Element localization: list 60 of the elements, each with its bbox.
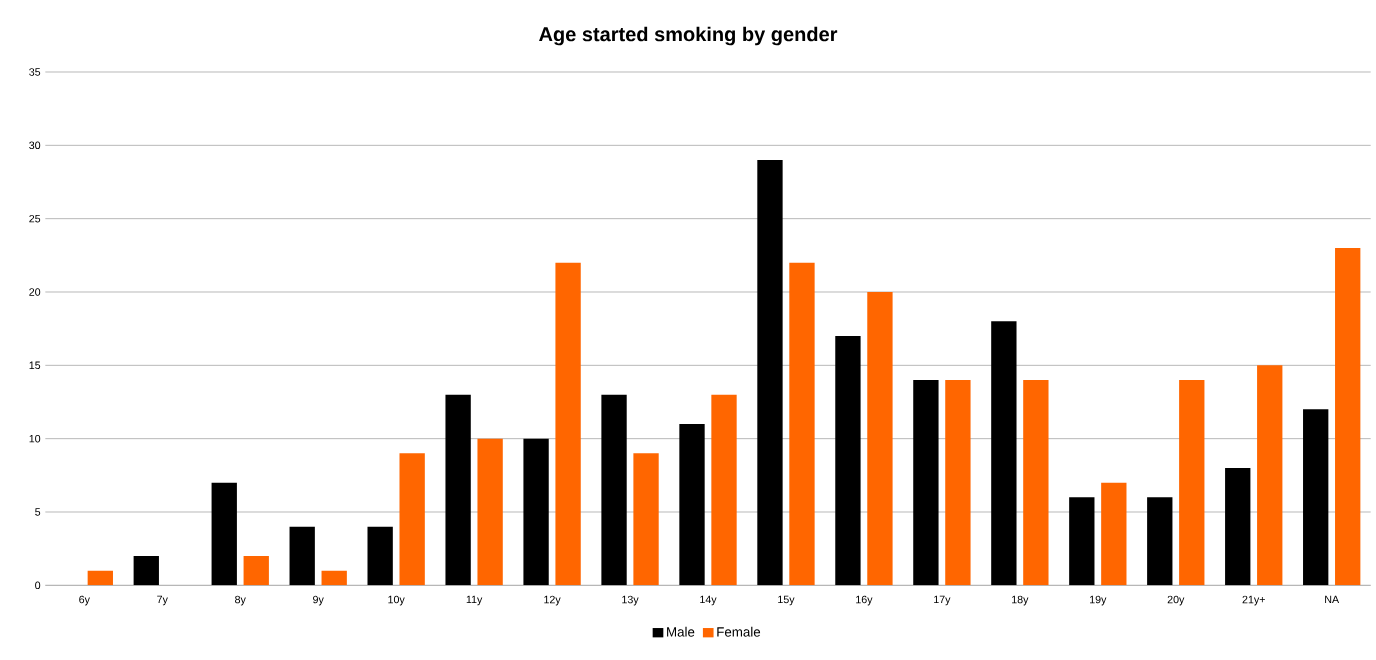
y-tick-label: 30 xyxy=(29,141,41,150)
bar xyxy=(367,526,393,586)
bar xyxy=(1023,380,1049,586)
bar xyxy=(1069,497,1095,586)
x-tick-label: 19y xyxy=(1090,595,1107,606)
legend-label: Male xyxy=(667,626,695,637)
bar xyxy=(211,482,237,586)
x-tick-label: 18y xyxy=(1012,595,1029,606)
x-tick-label: 20y xyxy=(1167,595,1185,606)
bar xyxy=(913,380,939,586)
bar xyxy=(1101,482,1127,586)
x-tick-label: NA xyxy=(1325,595,1340,604)
x-tick-label: 8y xyxy=(235,595,246,606)
bar xyxy=(679,424,705,586)
bar xyxy=(477,438,503,586)
x-tick-label: 12y xyxy=(544,595,561,606)
bar xyxy=(789,262,815,586)
x-tick-label: 21y+ xyxy=(1242,595,1265,606)
y-tick-label: 5 xyxy=(35,508,41,516)
legend-label: Female xyxy=(717,626,761,637)
x-tick-label: 14y xyxy=(700,595,717,606)
x-tick-label: 7y xyxy=(157,595,168,606)
bar xyxy=(601,394,627,586)
y-tick-label: 10 xyxy=(29,434,41,443)
bar xyxy=(555,262,581,586)
x-tick-label: 6y xyxy=(79,595,90,606)
bar xyxy=(1179,380,1205,586)
bar xyxy=(1335,248,1361,586)
bar xyxy=(243,556,269,586)
y-tick-label: 15 xyxy=(29,361,41,370)
bar xyxy=(1303,409,1329,586)
x-tick-label: 9y xyxy=(313,595,324,606)
bar xyxy=(445,394,471,586)
bar xyxy=(633,453,659,586)
bar xyxy=(1147,497,1173,586)
bar xyxy=(945,380,971,586)
bar xyxy=(1225,468,1251,586)
x-tick-label: 11y xyxy=(466,595,483,606)
x-tick-label: 13y xyxy=(622,595,639,606)
bar xyxy=(757,160,783,586)
x-tick-label: 15y xyxy=(778,595,795,606)
bar xyxy=(133,556,159,586)
bar xyxy=(867,292,893,586)
bar xyxy=(87,570,113,586)
y-tick-label: 35 xyxy=(29,68,41,76)
bar xyxy=(1257,365,1283,586)
bar xyxy=(991,321,1017,586)
x-tick-label: 10y xyxy=(388,595,405,606)
bar xyxy=(321,570,347,586)
bar xyxy=(711,394,737,586)
x-tick-label: 17y xyxy=(934,595,951,606)
chart-title: Age started smoking by gender xyxy=(539,26,838,46)
bar xyxy=(289,526,315,586)
bar xyxy=(523,438,549,586)
y-tick-label: 0 xyxy=(35,581,41,590)
y-tick-label: 25 xyxy=(29,214,41,223)
bar xyxy=(399,453,425,586)
x-tick-label: 16y xyxy=(856,595,873,606)
bar xyxy=(835,336,861,586)
y-tick-label: 20 xyxy=(29,288,41,296)
